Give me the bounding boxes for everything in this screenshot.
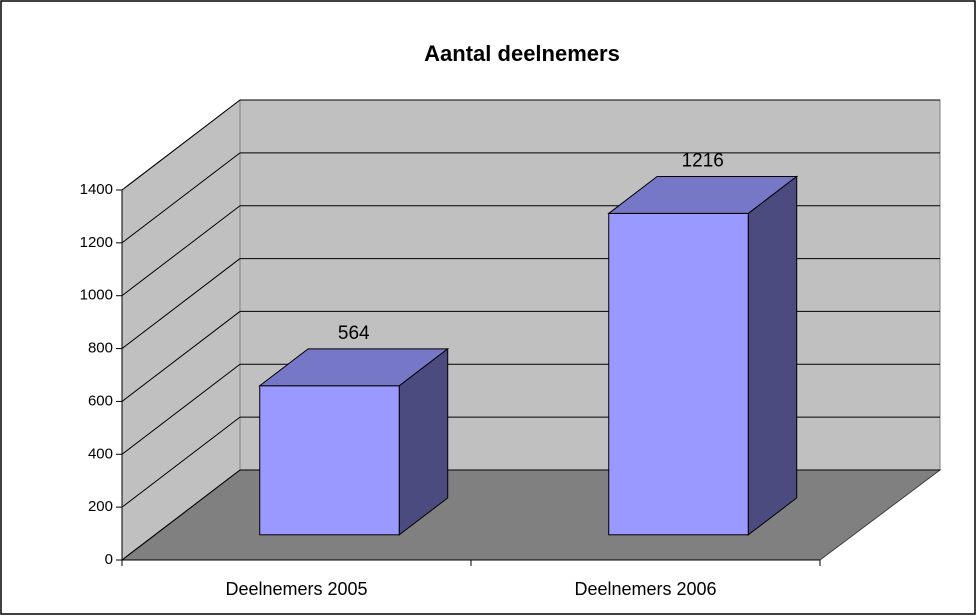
value-label: 564 bbox=[338, 323, 370, 344]
y-tick-label: 600 bbox=[88, 392, 113, 409]
grid-line bbox=[121, 363, 241, 455]
bar-front bbox=[259, 385, 400, 536]
grid-line bbox=[121, 152, 241, 244]
y-tick-label: 1000 bbox=[80, 287, 113, 304]
bar-front bbox=[608, 212, 749, 536]
y-tick-label: 1400 bbox=[80, 181, 113, 198]
chart-title: Aantal deelnemers bbox=[424, 41, 620, 66]
grid-line bbox=[121, 311, 241, 402]
y-tick-label: 400 bbox=[88, 445, 113, 462]
grid-line bbox=[121, 258, 241, 349]
y-tick-label: 1200 bbox=[80, 234, 113, 251]
y-tick-label: 800 bbox=[88, 340, 113, 357]
grid-line bbox=[121, 99, 241, 191]
y-tick-label: 0 bbox=[105, 551, 113, 568]
y-tick-label: 200 bbox=[88, 498, 113, 515]
bar-side bbox=[398, 347, 449, 536]
x-tick-label: Deelnemers 2005 bbox=[225, 579, 367, 599]
x-tick-label: Deelnemers 2006 bbox=[574, 579, 716, 599]
grid-line bbox=[121, 416, 241, 508]
value-label: 1216 bbox=[682, 151, 724, 172]
grid-line bbox=[121, 205, 241, 297]
bar-side bbox=[747, 175, 798, 536]
floor bbox=[120, 469, 942, 561]
grid-line bbox=[121, 469, 241, 561]
